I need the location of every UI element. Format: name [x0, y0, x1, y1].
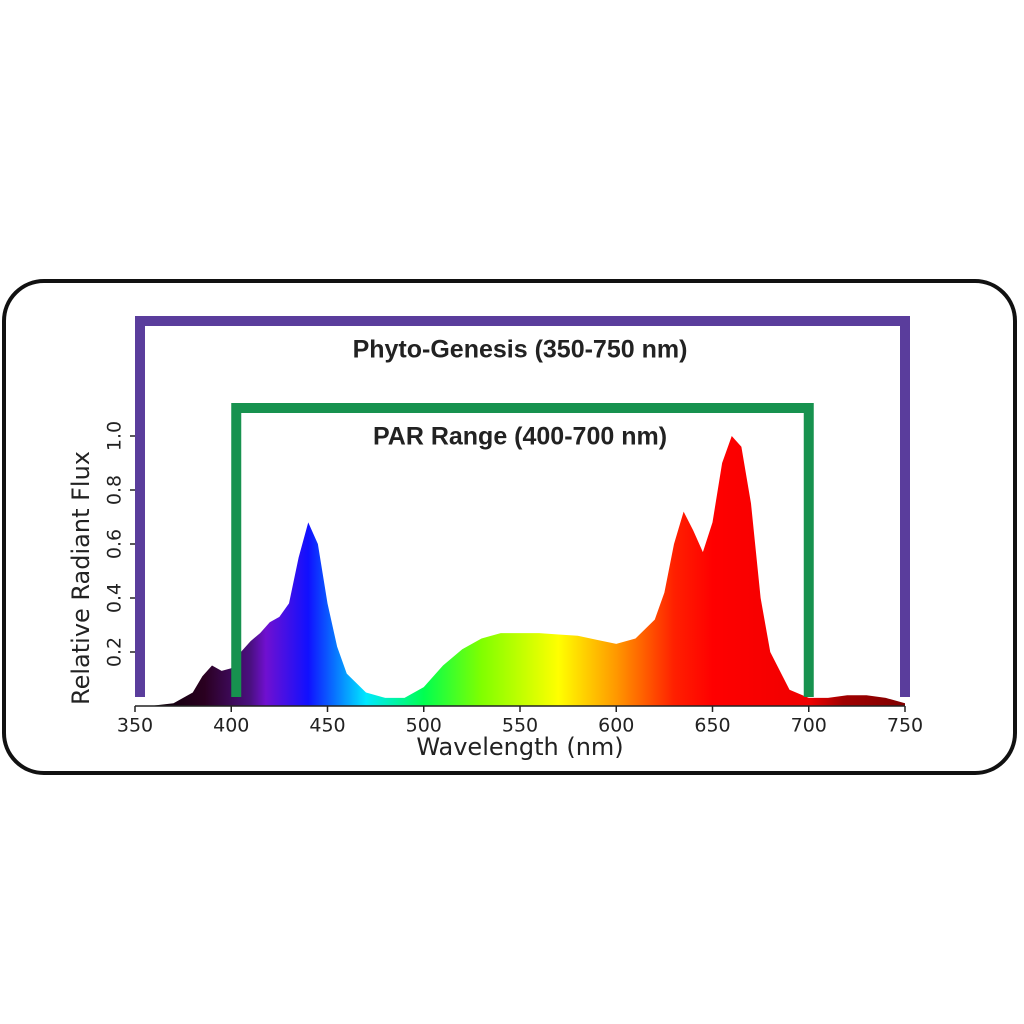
- x-tick-label: 350: [117, 715, 153, 737]
- range-bracket: [135, 316, 910, 697]
- x-tick-label: 550: [502, 715, 538, 737]
- range-label: PAR Range (400-700 nm): [373, 423, 667, 451]
- x-tick-label: 400: [213, 715, 249, 737]
- range-bracket: [231, 403, 814, 697]
- y-tick-label: 0.4: [104, 583, 126, 613]
- x-tick-label: 500: [406, 715, 442, 737]
- y-tick-label: 0.2: [104, 637, 126, 667]
- x-tick-label: 450: [309, 715, 345, 737]
- x-tick-label: 750: [887, 715, 923, 737]
- x-tick-label: 700: [791, 715, 827, 737]
- x-tick-label: 600: [598, 715, 634, 737]
- x-tick-label: 650: [694, 715, 730, 737]
- y-axis-title: Relative Radiant Flux: [67, 451, 95, 705]
- range-label: Phyto-Genesis (350-750 nm): [353, 336, 688, 364]
- x-axis-title: Wavelength (nm): [416, 733, 623, 761]
- y-tick-label: 0.6: [104, 529, 126, 559]
- spectrum-area: [135, 436, 905, 706]
- y-tick-label: 0.8: [104, 475, 126, 505]
- y-tick-label: 1.0: [104, 421, 126, 451]
